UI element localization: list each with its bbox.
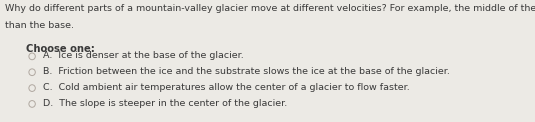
Text: than the base.: than the base. (5, 21, 74, 30)
Text: C.  Cold ambient air temperatures allow the center of a glacier to flow faster.: C. Cold ambient air temperatures allow t… (43, 83, 410, 92)
Text: A.  Ice is denser at the base of the glacier.: A. Ice is denser at the base of the glac… (43, 51, 243, 60)
Text: D.  The slope is steeper in the center of the glacier.: D. The slope is steeper in the center of… (43, 99, 287, 108)
Text: B.  Friction between the ice and the substrate slows the ice at the base of the : B. Friction between the ice and the subs… (43, 67, 450, 76)
Text: Why do different parts of a mountain-valley glacier move at different velocities: Why do different parts of a mountain-val… (5, 4, 535, 13)
Text: Choose one:: Choose one: (26, 44, 95, 54)
